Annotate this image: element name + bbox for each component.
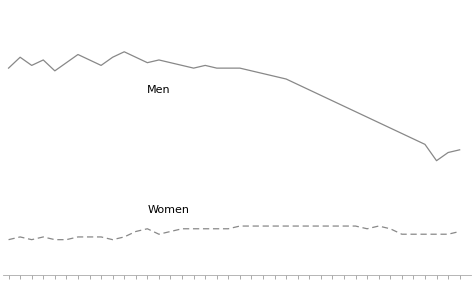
Text: Men: Men [147,85,171,95]
Text: Women: Women [147,205,189,215]
